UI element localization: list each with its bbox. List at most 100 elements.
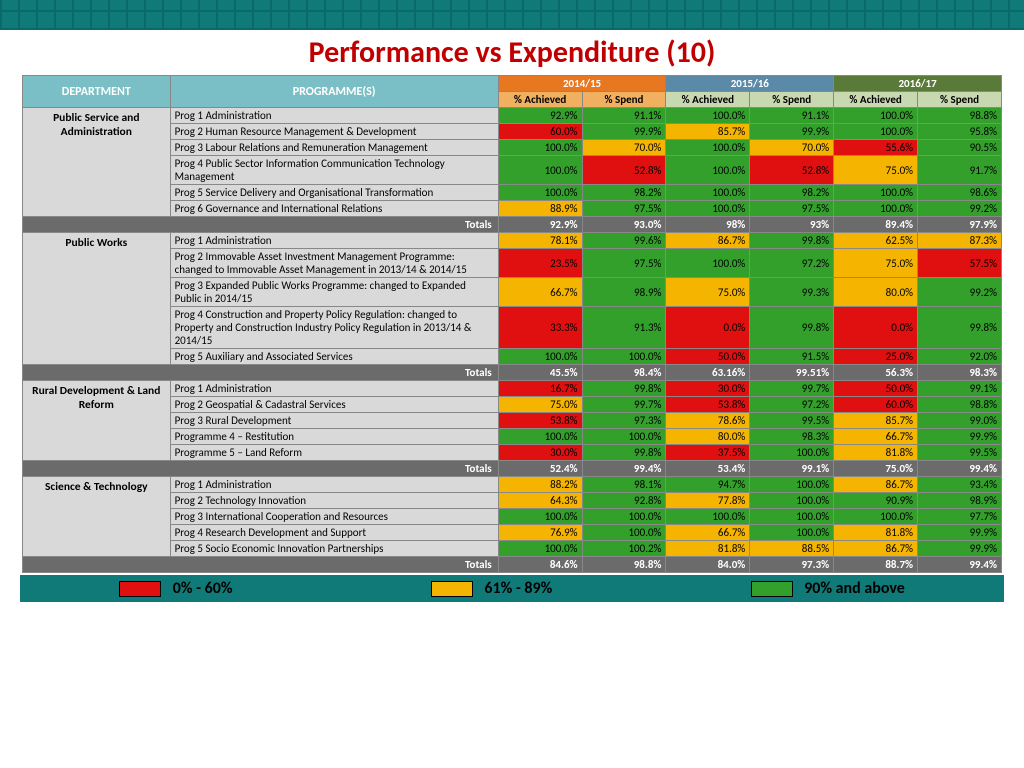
programme-cell: Programme 4 – Restitution: [170, 429, 498, 445]
legend-item-amber: 61% - 89%: [431, 579, 553, 598]
value-cell: 66.7%: [666, 525, 750, 541]
value-cell: 99.9%: [918, 525, 1002, 541]
totals-label: Totals: [23, 557, 499, 573]
totals-value: 97.3%: [750, 557, 834, 573]
table-row: Prog 3 Labour Relations and Remuneration…: [23, 140, 1002, 156]
programme-cell: Programme 5 – Land Reform: [170, 445, 498, 461]
value-cell: 100.0%: [666, 185, 750, 201]
legend-swatch-red: [119, 581, 161, 597]
totals-row: Totals52.4%99.4%53.4%99.1%75.0%99.4%: [23, 461, 1002, 477]
value-cell: 99.7%: [582, 397, 666, 413]
legend-label-green: 90% and above: [804, 579, 905, 598]
value-cell: 100.0%: [498, 429, 582, 445]
value-cell: 91.7%: [918, 156, 1002, 185]
value-cell: 100.0%: [498, 541, 582, 557]
totals-value: 99.4%: [582, 461, 666, 477]
totals-label: Totals: [23, 217, 499, 233]
table-row: Prog 2 Geospatial & Cadastral Services75…: [23, 397, 1002, 413]
value-cell: 81.8%: [666, 541, 750, 557]
table-row: Programme 5 – Land Reform30.0%99.8%37.5%…: [23, 445, 1002, 461]
value-cell: 98.8%: [918, 108, 1002, 124]
table-row: Prog 5 Auxiliary and Associated Services…: [23, 349, 1002, 365]
value-cell: 93.4%: [918, 477, 1002, 493]
col-year-3: 2016/17: [834, 76, 1002, 92]
value-cell: 30.0%: [666, 381, 750, 397]
value-cell: 100.0%: [498, 185, 582, 201]
value-cell: 99.0%: [918, 413, 1002, 429]
slide: Performance vs Expenditure (10) DEPARTME…: [0, 0, 1024, 768]
value-cell: 16.7%: [498, 381, 582, 397]
totals-value: 97.9%: [918, 217, 1002, 233]
legend-item-green: 90% and above: [751, 579, 905, 598]
value-cell: 70.0%: [750, 140, 834, 156]
value-cell: 53.8%: [666, 397, 750, 413]
value-cell: 99.8%: [582, 381, 666, 397]
totals-value: 99.51%: [750, 365, 834, 381]
table-row: Prog 4 Public Sector Information Communi…: [23, 156, 1002, 185]
value-cell: 100.0%: [666, 201, 750, 217]
value-cell: 100.0%: [666, 108, 750, 124]
value-cell: 66.7%: [498, 278, 582, 307]
totals-row: Totals45.5%98.4%63.16%99.51%56.3%98.3%: [23, 365, 1002, 381]
slide-title: Performance vs Expenditure (10): [0, 34, 1024, 71]
value-cell: 88.2%: [498, 477, 582, 493]
programme-cell: Prog 6 Governance and International Rela…: [170, 201, 498, 217]
programme-cell: Prog 3 Labour Relations and Remuneration…: [170, 140, 498, 156]
totals-value: 52.4%: [498, 461, 582, 477]
value-cell: 70.0%: [582, 140, 666, 156]
value-cell: 100.0%: [666, 249, 750, 278]
table-row: Science & TechnologyProg 1 Administratio…: [23, 477, 1002, 493]
value-cell: 92.9%: [498, 108, 582, 124]
totals-value: 98%: [666, 217, 750, 233]
value-cell: 81.8%: [834, 525, 918, 541]
value-cell: 92.8%: [582, 493, 666, 509]
value-cell: 52.8%: [750, 156, 834, 185]
value-cell: 25.0%: [834, 349, 918, 365]
legend: 0% - 60% 61% - 89% 90% and above: [20, 575, 1004, 602]
value-cell: 100.0%: [834, 185, 918, 201]
value-cell: 91.1%: [582, 108, 666, 124]
totals-value: 98.4%: [582, 365, 666, 381]
table-row: Prog 3 Rural Development53.8%97.3%78.6%9…: [23, 413, 1002, 429]
legend-swatch-amber: [431, 581, 473, 597]
value-cell: 100.2%: [582, 541, 666, 557]
legend-swatch-green: [751, 581, 793, 597]
value-cell: 99.2%: [918, 278, 1002, 307]
totals-value: 84.6%: [498, 557, 582, 573]
legend-label-amber: 61% - 89%: [484, 579, 552, 598]
value-cell: 55.6%: [834, 140, 918, 156]
value-cell: 97.2%: [750, 397, 834, 413]
value-cell: 99.8%: [918, 307, 1002, 349]
value-cell: 100.0%: [834, 108, 918, 124]
dept-cell: Rural Development & Land Reform: [23, 381, 171, 461]
table-row: Prog 5 Socio Economic Innovation Partner…: [23, 541, 1002, 557]
totals-label: Totals: [23, 461, 499, 477]
value-cell: 100.0%: [582, 349, 666, 365]
value-cell: 66.7%: [834, 429, 918, 445]
dept-cell: Science & Technology: [23, 477, 171, 557]
table-row: Prog 3 Expanded Public Works Programme: …: [23, 278, 1002, 307]
programme-cell: Prog 3 International Cooperation and Res…: [170, 509, 498, 525]
col-year-2: 2015/16: [666, 76, 834, 92]
table-row: Prog 5 Service Delivery and Organisation…: [23, 185, 1002, 201]
value-cell: 100.0%: [750, 525, 834, 541]
totals-value: 99.4%: [918, 461, 1002, 477]
totals-row: Totals84.6%98.8%84.0%97.3%88.7%99.4%: [23, 557, 1002, 573]
value-cell: 85.7%: [834, 413, 918, 429]
value-cell: 98.9%: [582, 278, 666, 307]
value-cell: 98.1%: [582, 477, 666, 493]
value-cell: 99.5%: [918, 445, 1002, 461]
value-cell: 81.8%: [834, 445, 918, 461]
value-cell: 100.0%: [666, 509, 750, 525]
programme-cell: Prog 4 Research Development and Support: [170, 525, 498, 541]
value-cell: 75.0%: [498, 397, 582, 413]
table-row: Prog 2 Technology Innovation64.3%92.8%77…: [23, 493, 1002, 509]
value-cell: 57.5%: [918, 249, 1002, 278]
value-cell: 97.5%: [750, 201, 834, 217]
value-cell: 99.8%: [582, 445, 666, 461]
value-cell: 53.8%: [498, 413, 582, 429]
value-cell: 86.7%: [834, 477, 918, 493]
totals-value: 99.4%: [918, 557, 1002, 573]
value-cell: 100.0%: [666, 140, 750, 156]
value-cell: 75.0%: [834, 249, 918, 278]
